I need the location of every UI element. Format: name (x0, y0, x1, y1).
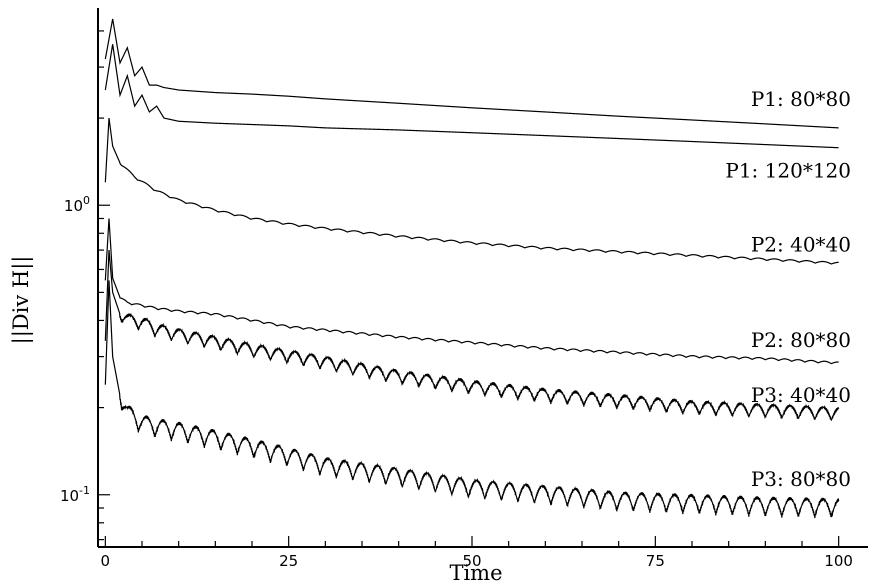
x-tick-label: 0 (101, 552, 111, 570)
series-label-5: P3: 40*40 (751, 383, 851, 407)
x-tick-label: 25 (279, 552, 298, 570)
series-line-3 (104, 118, 839, 265)
series-label-1: P1: 80*80 (751, 87, 851, 111)
series-label-3: P2: 40*40 (751, 232, 851, 256)
series-label-4: P2: 80*80 (751, 328, 851, 352)
series-line-4 (104, 218, 839, 365)
x-axis-label: Time (449, 561, 502, 585)
series-line-5 (104, 250, 840, 422)
x-tick-label: 75 (646, 552, 665, 570)
series-line-1 (104, 18, 839, 129)
series-lines (104, 18, 840, 519)
series-line-2 (104, 44, 839, 149)
series-label-2: P1: 120*120 (725, 159, 851, 183)
y-tick-label: 100 (64, 194, 90, 215)
series-line-6 (104, 280, 840, 519)
ticks (98, 30, 840, 547)
axes (97, 8, 868, 548)
y-axis-label: ||Div H|| (9, 256, 34, 345)
tick-labels: 0 25 50 75 100 100 10-1 (60, 194, 853, 570)
series-labels: P1: 80*80 P1: 120*120 P2: 40*40 P2: 80*80 P3… (725, 87, 851, 491)
x-tick-label: 50 (462, 552, 481, 570)
y-tick-label: 10-1 (60, 484, 90, 505)
series-label-6: P3: 80*80 (751, 467, 851, 491)
x-tick-label: 100 (824, 552, 853, 570)
